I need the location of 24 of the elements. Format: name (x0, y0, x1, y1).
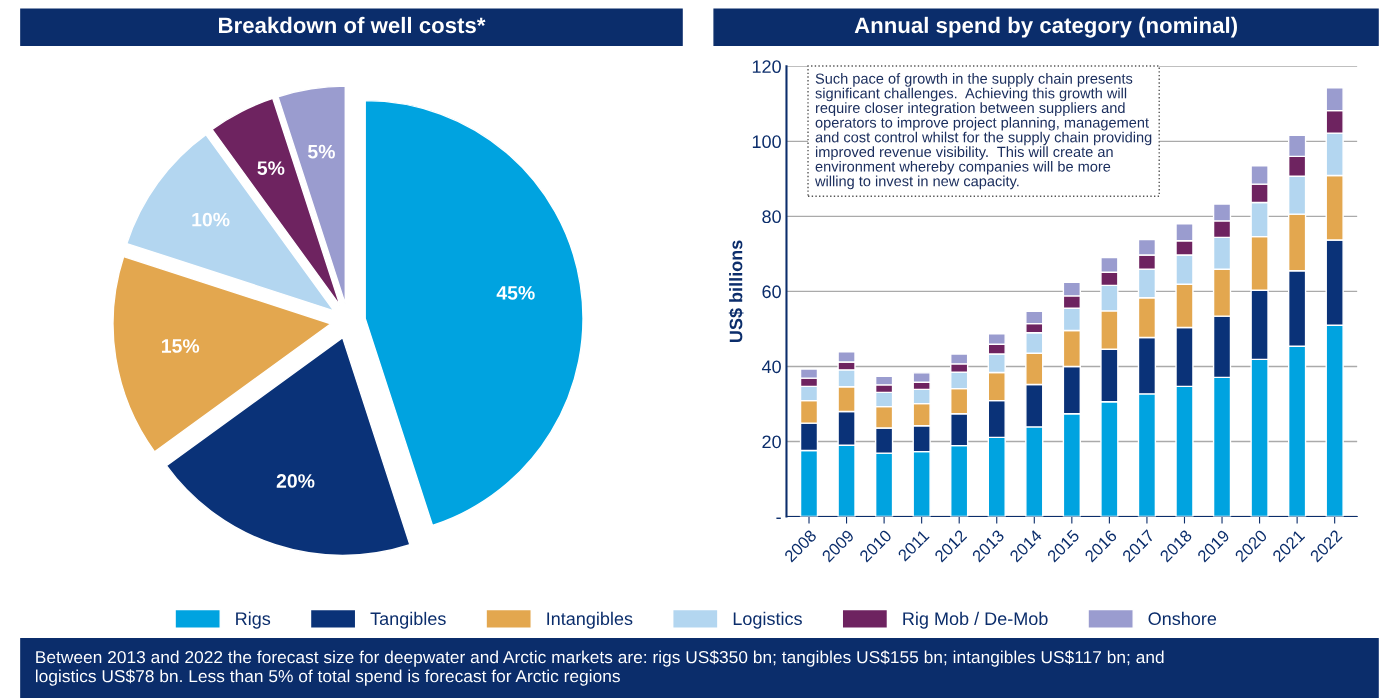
y-tick-label: - (776, 517, 781, 519)
y-tick-label: 40 (761, 360, 781, 374)
legend-label: Logistics (733, 611, 802, 629)
chart-title: Breakdown of well costs* (218, 16, 486, 34)
data-label: 45% (496, 286, 535, 300)
y-tick-label: 20 (762, 435, 781, 449)
legend-label: Onshore (1148, 611, 1217, 626)
legend-label: Rig Mob / De-Mob (903, 611, 1048, 629)
y-tick-label: 80 (762, 210, 781, 224)
data-label: 15% (161, 339, 200, 353)
legend-label: Intangibles (547, 611, 633, 629)
chart-title: Annual spend by category (nominal) (854, 16, 1237, 38)
legend-label: Tangibles (370, 611, 446, 629)
y-axis-title: US$ billions (728, 240, 744, 342)
data-label: 20% (276, 474, 315, 488)
y-tick-label: 60 (762, 285, 781, 299)
y-tick-label: 100 (752, 135, 781, 149)
y-tick-label: 120 (752, 60, 781, 74)
text: Between 2013 and 2022 the forecast size for deepwater and Arctic markets are: rigs US$350 bn; tangibles US$155 bn; intangibles US$117 bn; and logistics US$78 bn. Less than 5% of total spend is forecast for Arctic regions (35, 650, 1164, 686)
annotation: Such pace of growth in the supply chain presents significant challenges. Achieving this growth will require closer integration between suppliers and operators to improve project planning, management and cost control whilst for the supply chain providing improved revenue visibility. This will create an environment whereby companies will be more willing to invest in new capacity. (815, 73, 1152, 190)
data-label: 5% (307, 144, 335, 159)
legend-label: Rigs (236, 611, 271, 629)
data-label: 10% (192, 212, 230, 227)
data-label: 5% (257, 161, 285, 175)
